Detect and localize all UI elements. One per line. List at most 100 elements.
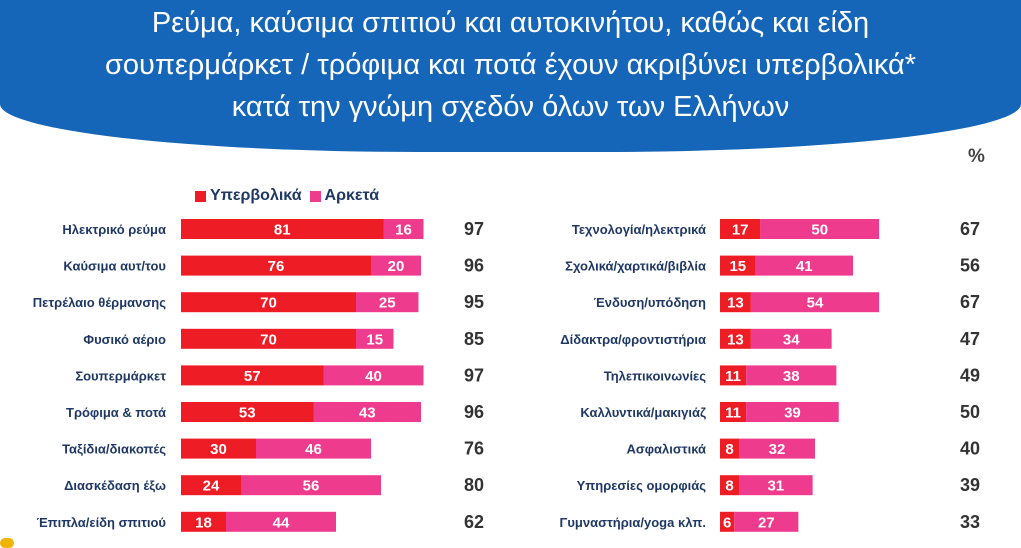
category-label-1-1: Σχολικά/χαρτικά/βιβλία	[565, 259, 706, 274]
bar-value-0-2-0: 70	[260, 295, 277, 312]
title-line-3: κατά την γνώμη σχεδόν όλων των Ελλήνων	[231, 91, 790, 123]
bar-1-5-1	[746, 402, 839, 422]
bar-0-1-1	[371, 255, 421, 276]
bar-1-2-1	[750, 292, 880, 313]
bar-value-1-2-0: 13	[727, 295, 744, 312]
bar-0-3-0	[181, 328, 356, 349]
legend: Υπερβολικά Αρκετά	[195, 186, 387, 206]
total-label-0-2: 95	[464, 292, 484, 312]
bar-value-0-4-1: 40	[365, 368, 382, 385]
bar-0-6-0	[181, 438, 256, 459]
bar-value-0-7-1: 56	[303, 478, 320, 495]
title-line-1: Ρεύμα, καύσιμα σπιτιού και αυτοκινήτου, …	[151, 7, 870, 39]
bar-1-0-0	[720, 219, 761, 239]
category-label-0-4: Σουπερμάρκετ	[75, 368, 166, 383]
bar-value-1-5-1: 39	[784, 405, 801, 422]
total-label-1-0: 67	[960, 219, 980, 239]
bar-value-0-3-1: 15	[366, 331, 383, 348]
total-label-1-4: 49	[960, 365, 980, 385]
bar-value-1-6-0: 8	[725, 441, 733, 458]
bar-1-4-0	[720, 365, 747, 386]
category-label-0-2: Πετρέλαιο θέρμανσης	[33, 295, 166, 310]
bar-1-7-1	[739, 475, 813, 496]
total-label-1-6: 40	[960, 439, 980, 459]
bar-0-2-1	[356, 292, 419, 313]
category-label-0-7: Διασκέδαση έξω	[64, 478, 166, 493]
bar-1-6-1	[739, 438, 815, 459]
category-label-1-2: Ένδυση/υπόδηση	[594, 295, 706, 310]
bar-value-0-2-1: 25	[379, 295, 396, 312]
bar-1-3-1	[750, 328, 832, 349]
title-banner: Ρεύμα, καύσιμα σπιτιού και αυτοκινήτου, …	[0, 0, 1021, 152]
bar-value-0-1-0: 76	[268, 258, 285, 275]
bar-0-3-1	[356, 328, 394, 349]
category-label-0-0: Ηλεκτρικό ρεύμα	[62, 222, 166, 237]
category-label-1-5: Καλλυντικά/μακιγιάζ	[580, 405, 706, 420]
bar-1-1-0	[720, 255, 756, 276]
bar-0-7-0	[181, 475, 241, 496]
logo-mark	[0, 538, 14, 548]
bar-1-2-0	[720, 292, 751, 313]
bar-value-1-8-1: 27	[758, 514, 775, 531]
bar-value-1-3-1: 34	[783, 331, 800, 348]
bar-0-0-0	[181, 219, 384, 239]
unit-label: %	[968, 146, 985, 167]
category-label-0-1: Καύσιμα αυτ/του	[63, 259, 166, 274]
legend-item-quite: Αρκετά	[309, 187, 380, 205]
bar-value-1-4-1: 38	[783, 368, 800, 385]
category-label-0-3: Φυσικό αέριο	[83, 332, 166, 347]
bar-value-1-4-0: 11	[725, 368, 741, 385]
bar-1-8-0	[720, 511, 735, 532]
total-label-1-1: 56	[960, 256, 980, 276]
bar-0-1-0	[181, 255, 371, 276]
category-label-1-3: Δίδακτρα/φροντιστήρια	[560, 332, 706, 347]
bar-1-6-0	[720, 438, 739, 459]
legend-item-excessive: Υπερβολικά	[195, 187, 302, 205]
total-label-1-3: 47	[960, 329, 980, 349]
legend-swatch-quite	[309, 190, 321, 202]
bar-0-8-0	[181, 511, 226, 532]
bar-value-1-3-0: 13	[727, 331, 744, 348]
total-label-0-7: 80	[464, 475, 484, 495]
bar-value-1-7-1: 31	[767, 478, 784, 495]
total-label-1-8: 33	[960, 512, 980, 532]
bar-value-1-8-0: 6	[723, 514, 731, 531]
category-label-1-4: Τηλεπικοινωνίες	[604, 368, 706, 383]
bar-0-6-1	[256, 438, 371, 459]
category-label-1-6: Ασφαλιστικά	[626, 442, 706, 457]
total-label-0-1: 96	[464, 256, 484, 276]
bar-value-1-7-0: 8	[725, 478, 733, 495]
bar-1-3-0	[720, 328, 751, 349]
page-title: Ρεύμα, καύσιμα σπιτιού και αυτοκινήτου, …	[0, 2, 1021, 128]
bar-1-7-0	[720, 475, 739, 496]
bar-value-0-4-0: 57	[244, 368, 261, 385]
bar-value-1-1-1: 41	[796, 258, 813, 275]
category-label-1-0: Τεχνολογία/ηλεκτρικά	[572, 222, 706, 237]
bar-0-2-0	[181, 292, 356, 313]
category-label-1-8: Γυμναστήρια/yoga κλπ.	[560, 515, 706, 530]
legend-label-quite: Αρκετά	[324, 187, 380, 204]
bar-1-4-1	[746, 365, 837, 386]
bar-1-0-1	[760, 219, 880, 239]
title-line-2: σουπερμάρκετ / τρόφιμα και ποτά έχουν ακ…	[104, 49, 917, 81]
total-label-0-4: 97	[464, 365, 484, 385]
legend-label-excessive: Υπερβολικά	[210, 187, 302, 204]
bar-value-1-0-1: 50	[811, 222, 828, 239]
bar-value-0-6-1: 46	[305, 441, 322, 458]
bar-0-4-1	[323, 365, 424, 386]
bar-0-0-1	[383, 219, 424, 239]
bar-0-5-0	[181, 402, 314, 422]
bar-value-0-7-0: 24	[203, 478, 220, 495]
bar-1-5-0	[720, 402, 747, 422]
total-label-1-2: 67	[960, 292, 980, 312]
legend-swatch-excessive	[195, 190, 206, 202]
category-label-1-7: Υπηρεσίες ομορφιάς	[577, 478, 707, 493]
bar-value-1-2-1: 54	[807, 295, 824, 312]
total-label-0-3: 85	[464, 329, 484, 349]
total-label-1-7: 39	[960, 475, 980, 495]
bar-value-1-5-0: 11	[725, 405, 741, 422]
category-label-0-8: Έπιπλα/είδη σπιτιού	[37, 515, 167, 530]
bar-value-0-5-0: 53	[239, 405, 256, 422]
bar-value-0-1-1: 20	[388, 258, 405, 275]
